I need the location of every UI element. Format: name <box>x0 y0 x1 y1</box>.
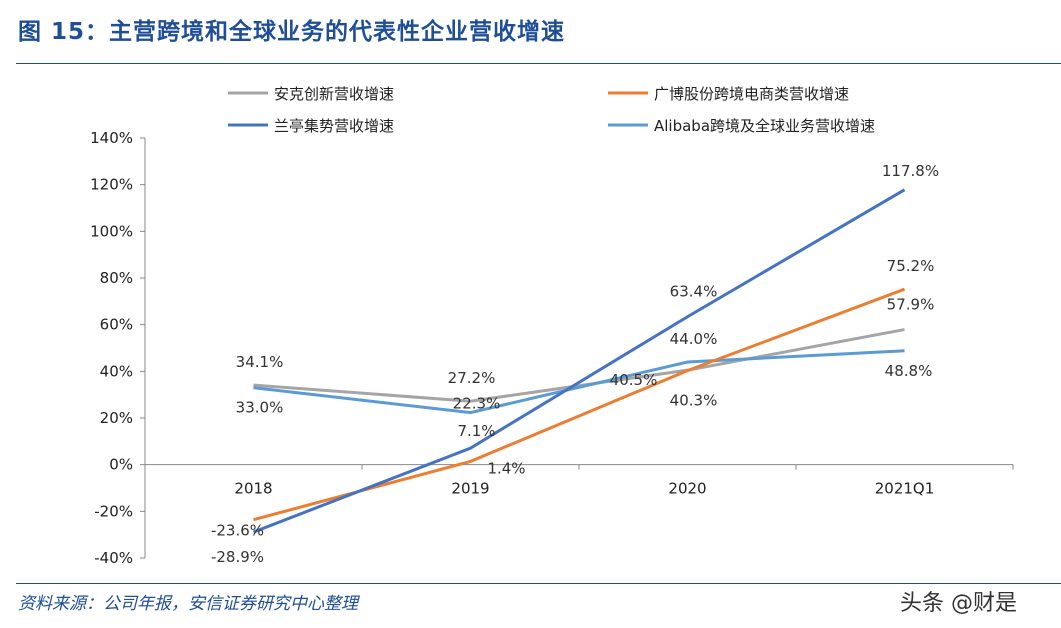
y-tick-label: -40% <box>94 549 133 567</box>
data-label: -28.9% <box>211 548 264 566</box>
legend-label: 兰亭集势营收增速 <box>274 117 394 135</box>
y-tick-label: 120% <box>90 176 133 194</box>
data-label: 22.3% <box>453 395 501 413</box>
data-label: 57.9% <box>887 296 935 314</box>
data-label: 48.8% <box>885 362 933 380</box>
figure-title: 图 15：主营跨境和全球业务的代表性企业营收增速 <box>18 19 566 45</box>
y-tick-label: -20% <box>94 502 133 520</box>
data-label: 75.2% <box>887 257 935 275</box>
y-tick-label: 0% <box>109 456 133 474</box>
legend-label: 广博股份跨境电商类营收增速 <box>654 85 849 103</box>
y-tick-label: 140% <box>90 129 133 147</box>
x-tick-label: 2019 <box>451 480 489 498</box>
watermark: 头条 @财是 <box>900 591 1017 616</box>
y-tick-label: 80% <box>100 269 133 287</box>
data-label: 44.0% <box>670 330 718 348</box>
legend-label: Alibaba跨境及全球业务营收增速 <box>654 117 875 135</box>
source-note: 资料来源：公司年报，安信证券研究中心整理 <box>18 594 358 614</box>
series-line <box>252 188 906 534</box>
data-label: -23.6% <box>211 522 264 540</box>
title-divider <box>16 63 1061 64</box>
data-label: 40.5% <box>610 371 658 389</box>
data-label: 34.1% <box>236 353 284 371</box>
data-label: 27.2% <box>448 369 496 387</box>
data-label: 7.1% <box>457 422 495 440</box>
x-tick-label: 2020 <box>668 480 706 498</box>
y-tick-label: 20% <box>100 409 133 427</box>
data-label: 117.8% <box>882 162 939 180</box>
data-label: 40.3% <box>670 392 718 410</box>
series-line <box>253 328 905 403</box>
data-label: 63.4% <box>670 283 718 301</box>
data-label: 1.4% <box>487 459 525 477</box>
x-tick-label: 2018 <box>234 480 272 498</box>
x-tick-label: 2021Q1 <box>875 480 935 498</box>
y-tick-label: 60% <box>100 316 133 334</box>
series-line <box>253 287 906 522</box>
y-tick-label: 40% <box>100 362 133 380</box>
y-tick-label: 100% <box>90 222 133 240</box>
series-line <box>253 349 905 415</box>
legend-label: 安克创新营收增速 <box>274 85 394 103</box>
data-label: 33.0% <box>236 399 284 417</box>
footer-divider <box>16 583 1061 584</box>
